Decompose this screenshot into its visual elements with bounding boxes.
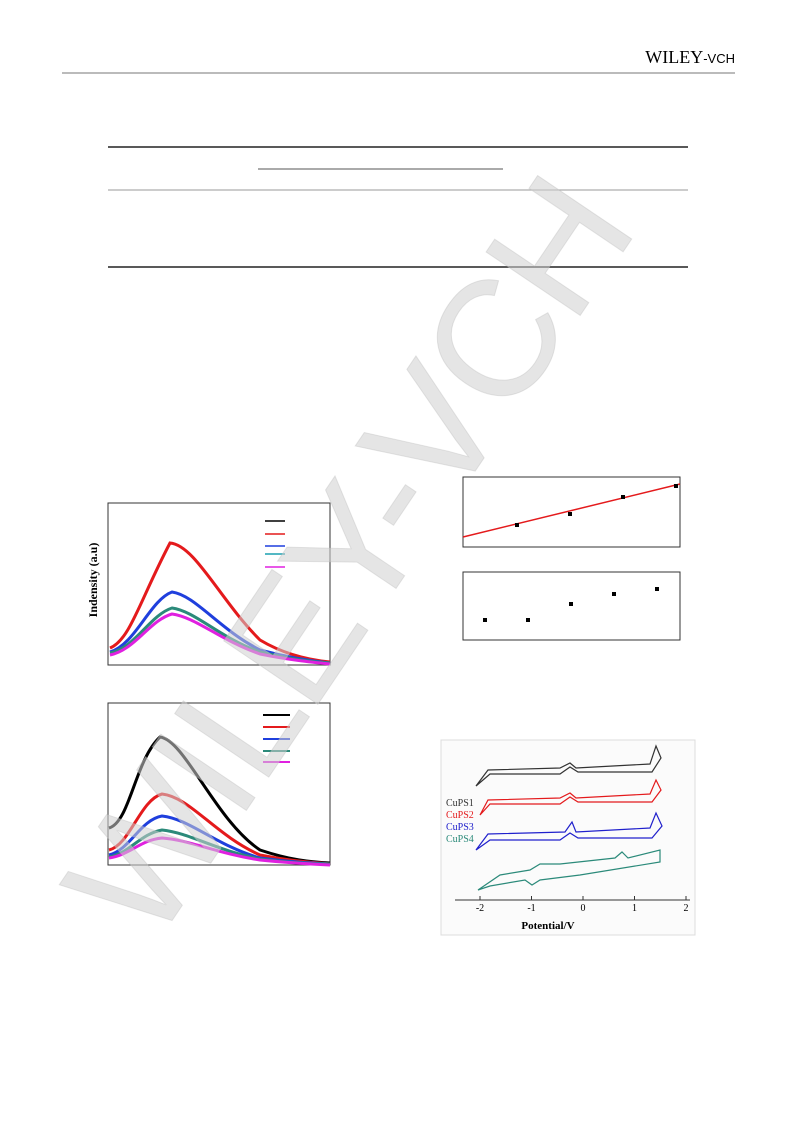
legend-label: CuPS2 — [446, 810, 474, 821]
y-axis-label: Indensity (a.u) — [86, 543, 100, 618]
plot-frame — [107, 502, 331, 666]
x-tick-label: 2 — [684, 903, 689, 914]
point — [621, 495, 625, 499]
brand-suffix: -VCH — [703, 51, 735, 66]
x-tick-label: 1 — [632, 903, 637, 914]
brand: WILEY — [645, 47, 703, 67]
plot-frame — [462, 571, 681, 641]
legend-label: CuPS3 — [446, 822, 474, 833]
legend-label: CuPS4 — [446, 834, 474, 845]
curve — [475, 744, 662, 787]
point — [569, 602, 573, 606]
x-axis-label: Potential/V — [521, 920, 574, 932]
curve — [479, 778, 662, 816]
cv-curves — [475, 744, 663, 891]
point — [612, 592, 616, 596]
curve — [475, 811, 663, 851]
point — [568, 512, 572, 516]
point — [526, 618, 530, 622]
curve — [108, 836, 331, 867]
fit-plot — [462, 476, 681, 548]
curve — [477, 849, 661, 891]
table — [108, 146, 688, 268]
x-tick-label: -1 — [527, 903, 535, 914]
x-tick-label: -2 — [476, 903, 484, 914]
point — [515, 523, 519, 527]
legend — [265, 520, 285, 568]
legend-label: CuPS1 — [446, 798, 474, 809]
curve — [109, 541, 331, 664]
point — [483, 618, 487, 622]
x-tick-label: 0 — [581, 903, 586, 914]
point — [674, 484, 678, 488]
point-plot — [462, 571, 681, 641]
plot-frame — [462, 476, 681, 548]
point — [655, 587, 659, 591]
plot-frame — [107, 702, 331, 866]
curve — [108, 735, 331, 865]
fit-line — [462, 483, 681, 538]
curve — [109, 612, 331, 666]
pl-plot-bottom — [107, 702, 331, 867]
pl-plot-top — [107, 502, 331, 666]
brand-header: WILEY-VCH — [645, 47, 735, 67]
legend — [263, 714, 290, 763]
